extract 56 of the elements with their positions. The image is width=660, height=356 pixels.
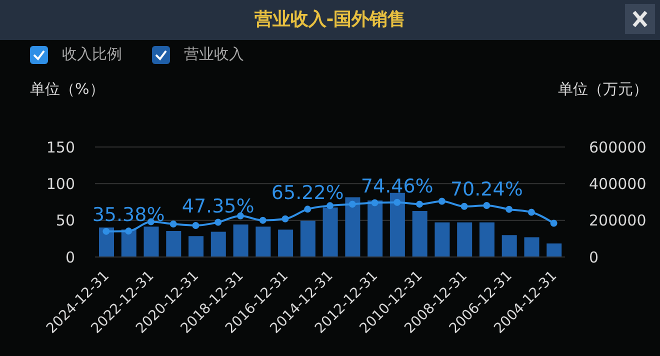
point: [170, 220, 177, 228]
bar: [233, 224, 248, 257]
data-label: 74.46%: [360, 175, 434, 198]
y2-tick-label: 0: [589, 248, 599, 266]
y-tick-label: 100: [46, 174, 75, 193]
point: [506, 206, 513, 213]
y-tick-label: 0: [65, 248, 75, 266]
bar: [434, 222, 450, 257]
y2-tick-label: 200000: [589, 212, 646, 230]
bar: [368, 200, 383, 257]
point: [304, 206, 312, 213]
bar: [502, 235, 517, 257]
bar: [479, 222, 494, 257]
bar: [144, 226, 159, 257]
bar: [188, 236, 204, 257]
data-label: 47.35%: [182, 195, 254, 218]
point: [371, 199, 378, 206]
y2-axis-title: 单位（万元）: [558, 80, 648, 99]
bar: [166, 230, 182, 257]
point: [460, 202, 468, 210]
point: [125, 228, 132, 235]
bar: [345, 197, 360, 257]
point: [483, 202, 490, 209]
bar: [457, 222, 472, 257]
point: [214, 218, 222, 226]
point: [102, 228, 110, 235]
bar: [546, 243, 562, 257]
bar: [412, 210, 428, 257]
point: [326, 202, 334, 210]
bar: [322, 208, 338, 257]
point: [259, 216, 266, 224]
y-tick-label: 150: [46, 138, 75, 156]
data-label: 65.22%: [271, 182, 344, 204]
y-tick-label: 50: [56, 212, 75, 230]
y2-tick-label: 600000: [589, 138, 646, 156]
point: [282, 215, 289, 222]
data-label: 35.38%: [92, 204, 165, 226]
bar: [210, 232, 226, 257]
y2-tick-label: 400000: [589, 174, 646, 193]
point: [394, 198, 401, 206]
bar: [278, 230, 294, 257]
bar: [256, 226, 271, 257]
point: [528, 208, 535, 216]
bar: [524, 237, 540, 257]
bar: [300, 220, 316, 257]
data-label: 70.24%: [450, 178, 523, 200]
point: [438, 198, 446, 205]
point: [192, 222, 200, 229]
point: [348, 200, 356, 208]
y-axis-title: 单位（%）: [30, 80, 104, 99]
chart-title: 营业收入-国外销售: [0, 0, 660, 40]
legend-label: 营业收入: [184, 45, 244, 64]
point: [416, 200, 424, 208]
legend-label: 收入比例: [62, 45, 122, 64]
bar: [390, 192, 405, 257]
point: [550, 220, 558, 227]
